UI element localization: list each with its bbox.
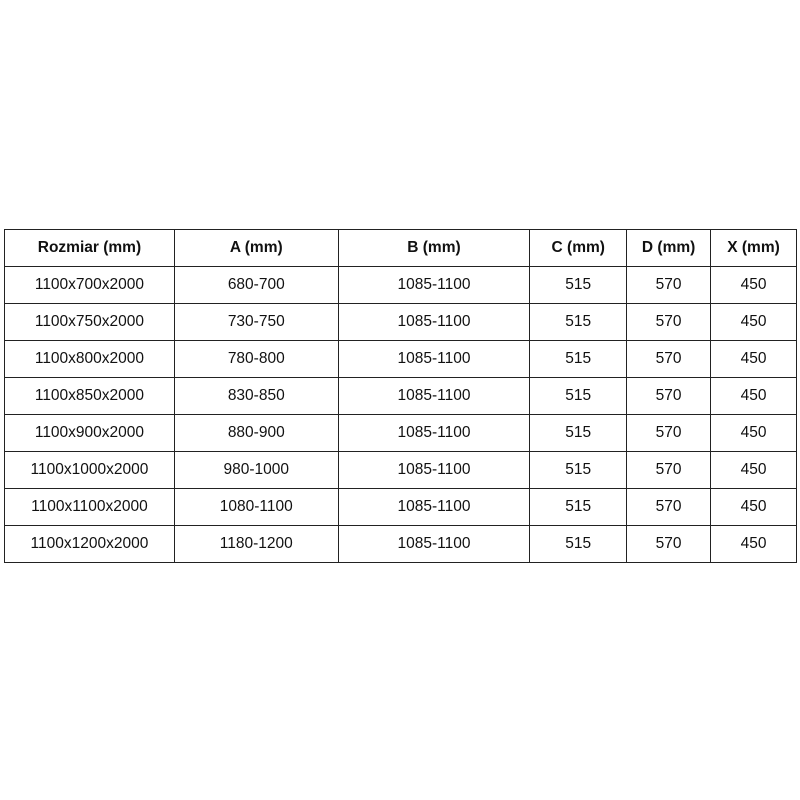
table-row: 1100x750x2000 730-750 1085-1100 515 570 450 — [4, 303, 797, 341]
table-cell: 680-700 — [173, 266, 339, 304]
column-header: D (mm) — [626, 229, 712, 267]
table-cell: 515 — [529, 340, 628, 378]
table-cell: 1100x1000x2000 — [4, 451, 175, 489]
table-cell: 450 — [710, 340, 797, 378]
table-cell: 1100x750x2000 — [4, 303, 175, 341]
table-cell: 880-900 — [173, 414, 339, 452]
dimensions-table: Rozmiar (mm) A (mm) B (mm) C (mm) D (mm) X (m… — [4, 229, 797, 563]
table-cell: 1100x850x2000 — [4, 377, 175, 415]
table-cell: 1085-1100 — [337, 414, 531, 452]
table-cell: 515 — [529, 303, 628, 341]
table-cell: 1100x700x2000 — [4, 266, 175, 304]
table-cell: 1085-1100 — [337, 303, 531, 341]
table-row: 1100x700x2000 680-700 1085-1100 515 570 450 — [4, 266, 797, 304]
header-row: Rozmiar (mm) A (mm) B (mm) C (mm) D (mm) X (m… — [4, 229, 797, 267]
table-row: 1100x900x2000 880-900 1085-1100 515 570 450 — [4, 414, 797, 452]
table-cell: 570 — [626, 488, 712, 526]
table-cell: 730-750 — [173, 303, 339, 341]
table-cell: 570 — [626, 303, 712, 341]
table-row: 1100x1100x2000 1080-1100 1085-1100 515 570 45… — [4, 488, 797, 526]
table-cell: 1100x800x2000 — [4, 340, 175, 378]
table-row: 1100x1000x2000 980-1000 1085-1100 515 570 450 — [4, 451, 797, 489]
table-cell: 515 — [529, 451, 628, 489]
table-cell: 450 — [710, 414, 797, 452]
table-cell: 1085-1100 — [337, 488, 531, 526]
table-cell: 1085-1100 — [337, 377, 531, 415]
table-cell: 450 — [710, 488, 797, 526]
table-cell: 1100x1200x2000 — [4, 525, 175, 563]
table-cell: 515 — [529, 525, 628, 563]
table-cell: 450 — [710, 303, 797, 341]
table-row: 1100x850x2000 830-850 1085-1100 515 570 450 — [4, 377, 797, 415]
column-header: C (mm) — [529, 229, 628, 267]
table-cell: 515 — [529, 414, 628, 452]
table-cell: 570 — [626, 266, 712, 304]
table-cell: 1085-1100 — [337, 525, 531, 563]
table-cell: 570 — [626, 340, 712, 378]
table-cell: 570 — [626, 525, 712, 563]
table-cell: 570 — [626, 451, 712, 489]
table-cell: 1100x900x2000 — [4, 414, 175, 452]
table-cell: 1085-1100 — [337, 451, 531, 489]
table-cell: 830-850 — [173, 377, 339, 415]
table-cell: 570 — [626, 414, 712, 452]
table-cell: 780-800 — [173, 340, 339, 378]
table-cell: 1085-1100 — [337, 266, 531, 304]
table-cell: 570 — [626, 377, 712, 415]
table-cell: 1180-1200 — [173, 525, 339, 563]
column-header: X (mm) — [710, 229, 797, 267]
table-cell: 450 — [710, 451, 797, 489]
table-row: 1100x1200x2000 1180-1200 1085-1100 515 570 45… — [4, 525, 797, 563]
table-cell: 450 — [710, 525, 797, 563]
table-row: 1100x800x2000 780-800 1085-1100 515 570 450 — [4, 340, 797, 378]
table-cell: 980-1000 — [173, 451, 339, 489]
column-header: Rozmiar (mm) — [4, 229, 175, 267]
table-cell: 1100x1100x2000 — [4, 488, 175, 526]
table-cell: 1085-1100 — [337, 340, 531, 378]
column-header: B (mm) — [337, 229, 531, 267]
table-cell: 515 — [529, 377, 628, 415]
table-cell: 450 — [710, 377, 797, 415]
table-cell: 515 — [529, 488, 628, 526]
table-cell: 515 — [529, 266, 628, 304]
table-cell: 450 — [710, 266, 797, 304]
column-header: A (mm) — [173, 229, 339, 267]
table-cell: 1080-1100 — [173, 488, 339, 526]
